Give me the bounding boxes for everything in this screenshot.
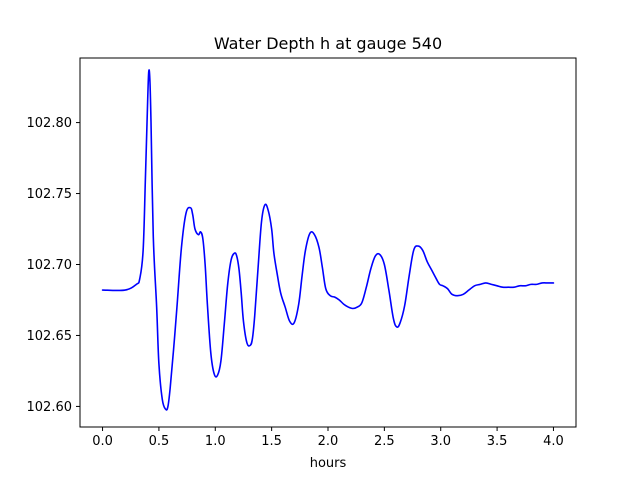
x-tick-label: 3.0 bbox=[430, 434, 451, 449]
x-tick-label: 1.0 bbox=[205, 434, 226, 449]
x-tick-label: 0.0 bbox=[92, 434, 113, 449]
x-tick-label: 2.0 bbox=[318, 434, 339, 449]
x-axis-label: hours bbox=[310, 456, 347, 471]
x-tick-label: 1.5 bbox=[261, 434, 282, 449]
y-tick-label: 102.65 bbox=[27, 329, 73, 344]
y-tick-label: 102.75 bbox=[27, 187, 73, 202]
x-tick-label: 2.5 bbox=[374, 434, 395, 449]
x-tick-label: 3.5 bbox=[487, 434, 508, 449]
x-axis-ticks: 0.0 0.5 1.0 1.5 2.0 2.5 3.0 3.5 4.0 bbox=[92, 427, 564, 449]
y-tick-label: 102.60 bbox=[27, 400, 73, 415]
y-tick-label: 102.80 bbox=[27, 116, 73, 131]
plot-frame bbox=[79, 57, 577, 428]
series-line-0 bbox=[101, 69, 555, 411]
x-tick-label: 4.0 bbox=[543, 434, 564, 449]
y-tick-label: 102.70 bbox=[27, 258, 73, 273]
chart-title: Water Depth h at gauge 540 bbox=[214, 34, 442, 53]
x-tick-label: 0.5 bbox=[149, 434, 170, 449]
plot-layer bbox=[101, 69, 555, 411]
y-axis-ticks: 102.60 102.65 102.70 102.75 102.80 bbox=[27, 116, 80, 415]
